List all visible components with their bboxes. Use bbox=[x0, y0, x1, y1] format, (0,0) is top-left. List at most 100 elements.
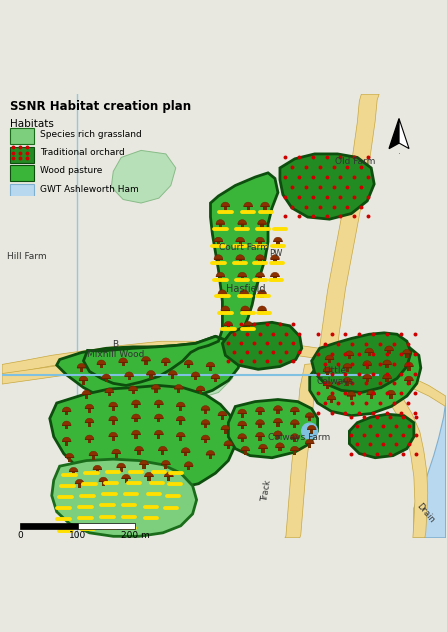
Point bbox=[412, 449, 419, 459]
Point bbox=[384, 388, 391, 398]
Point bbox=[330, 162, 337, 173]
Point bbox=[376, 358, 384, 368]
Bar bbox=[217, 241, 220, 246]
Point bbox=[349, 358, 356, 368]
Bar bbox=[177, 389, 180, 393]
Point bbox=[356, 329, 363, 339]
Bar bbox=[293, 411, 296, 415]
Point bbox=[295, 347, 302, 357]
Text: Hill Farm: Hill Farm bbox=[7, 252, 46, 260]
Polygon shape bbox=[257, 290, 266, 295]
Bar bbox=[326, 386, 329, 389]
Bar bbox=[258, 241, 261, 246]
Polygon shape bbox=[62, 421, 71, 425]
Polygon shape bbox=[218, 290, 227, 295]
Point bbox=[349, 339, 356, 349]
Bar bbox=[161, 451, 164, 454]
Point bbox=[348, 449, 355, 459]
Polygon shape bbox=[206, 362, 215, 367]
Bar bbox=[243, 295, 246, 298]
Point bbox=[314, 329, 321, 339]
Polygon shape bbox=[125, 372, 134, 376]
Bar bbox=[240, 413, 244, 418]
Polygon shape bbox=[274, 237, 283, 241]
Bar bbox=[224, 207, 227, 210]
Text: 0: 0 bbox=[17, 531, 23, 540]
Point bbox=[314, 349, 321, 359]
Point bbox=[295, 152, 302, 162]
Point bbox=[365, 191, 372, 202]
Point bbox=[289, 337, 296, 348]
Point bbox=[387, 430, 394, 441]
Point bbox=[405, 379, 412, 389]
Polygon shape bbox=[109, 402, 118, 406]
Polygon shape bbox=[236, 255, 245, 259]
Polygon shape bbox=[84, 173, 278, 386]
Polygon shape bbox=[132, 430, 140, 435]
Bar bbox=[385, 365, 389, 368]
Bar bbox=[148, 477, 151, 481]
Point bbox=[370, 329, 377, 339]
Point bbox=[380, 421, 387, 431]
Point bbox=[376, 398, 384, 408]
Polygon shape bbox=[257, 220, 266, 224]
Point bbox=[337, 152, 344, 162]
Point bbox=[328, 388, 335, 398]
Point bbox=[337, 172, 344, 182]
Bar bbox=[219, 224, 222, 228]
Point bbox=[384, 408, 391, 418]
Polygon shape bbox=[2, 341, 446, 406]
Bar bbox=[366, 379, 369, 382]
Bar bbox=[367, 353, 371, 356]
Point bbox=[354, 421, 361, 431]
Point bbox=[361, 449, 368, 459]
Bar bbox=[131, 391, 135, 394]
Bar bbox=[407, 367, 410, 370]
Bar bbox=[405, 354, 409, 358]
Polygon shape bbox=[285, 363, 320, 538]
Point bbox=[316, 202, 323, 212]
Point bbox=[244, 347, 251, 357]
Circle shape bbox=[302, 423, 318, 439]
Point bbox=[263, 337, 270, 348]
Polygon shape bbox=[224, 441, 233, 445]
Polygon shape bbox=[99, 477, 108, 482]
Bar bbox=[370, 394, 373, 399]
Bar bbox=[65, 425, 68, 430]
Bar bbox=[293, 438, 296, 442]
Bar bbox=[120, 468, 123, 471]
Point bbox=[405, 421, 413, 431]
Bar bbox=[204, 439, 207, 444]
Point bbox=[335, 398, 342, 408]
Point bbox=[367, 421, 374, 431]
Polygon shape bbox=[305, 439, 314, 444]
Point bbox=[288, 202, 295, 212]
Bar bbox=[96, 470, 99, 473]
Polygon shape bbox=[201, 406, 210, 410]
Point bbox=[397, 408, 405, 418]
Polygon shape bbox=[345, 351, 354, 355]
Bar bbox=[258, 277, 261, 281]
Polygon shape bbox=[363, 374, 371, 379]
Point bbox=[337, 191, 344, 202]
Point bbox=[399, 412, 406, 422]
Polygon shape bbox=[399, 119, 409, 149]
Bar bbox=[261, 449, 265, 453]
Bar bbox=[346, 368, 349, 372]
Bar bbox=[204, 410, 207, 414]
Polygon shape bbox=[221, 306, 230, 310]
Bar bbox=[240, 425, 244, 430]
Polygon shape bbox=[256, 237, 265, 241]
Polygon shape bbox=[144, 472, 153, 477]
Polygon shape bbox=[105, 388, 114, 392]
Point bbox=[342, 368, 349, 379]
Bar bbox=[187, 466, 190, 470]
Polygon shape bbox=[238, 272, 247, 277]
Point bbox=[405, 358, 412, 368]
Bar bbox=[244, 310, 247, 314]
Point bbox=[330, 202, 337, 212]
Polygon shape bbox=[367, 390, 375, 394]
Point bbox=[302, 202, 309, 212]
Bar bbox=[293, 451, 296, 454]
Polygon shape bbox=[238, 409, 247, 413]
